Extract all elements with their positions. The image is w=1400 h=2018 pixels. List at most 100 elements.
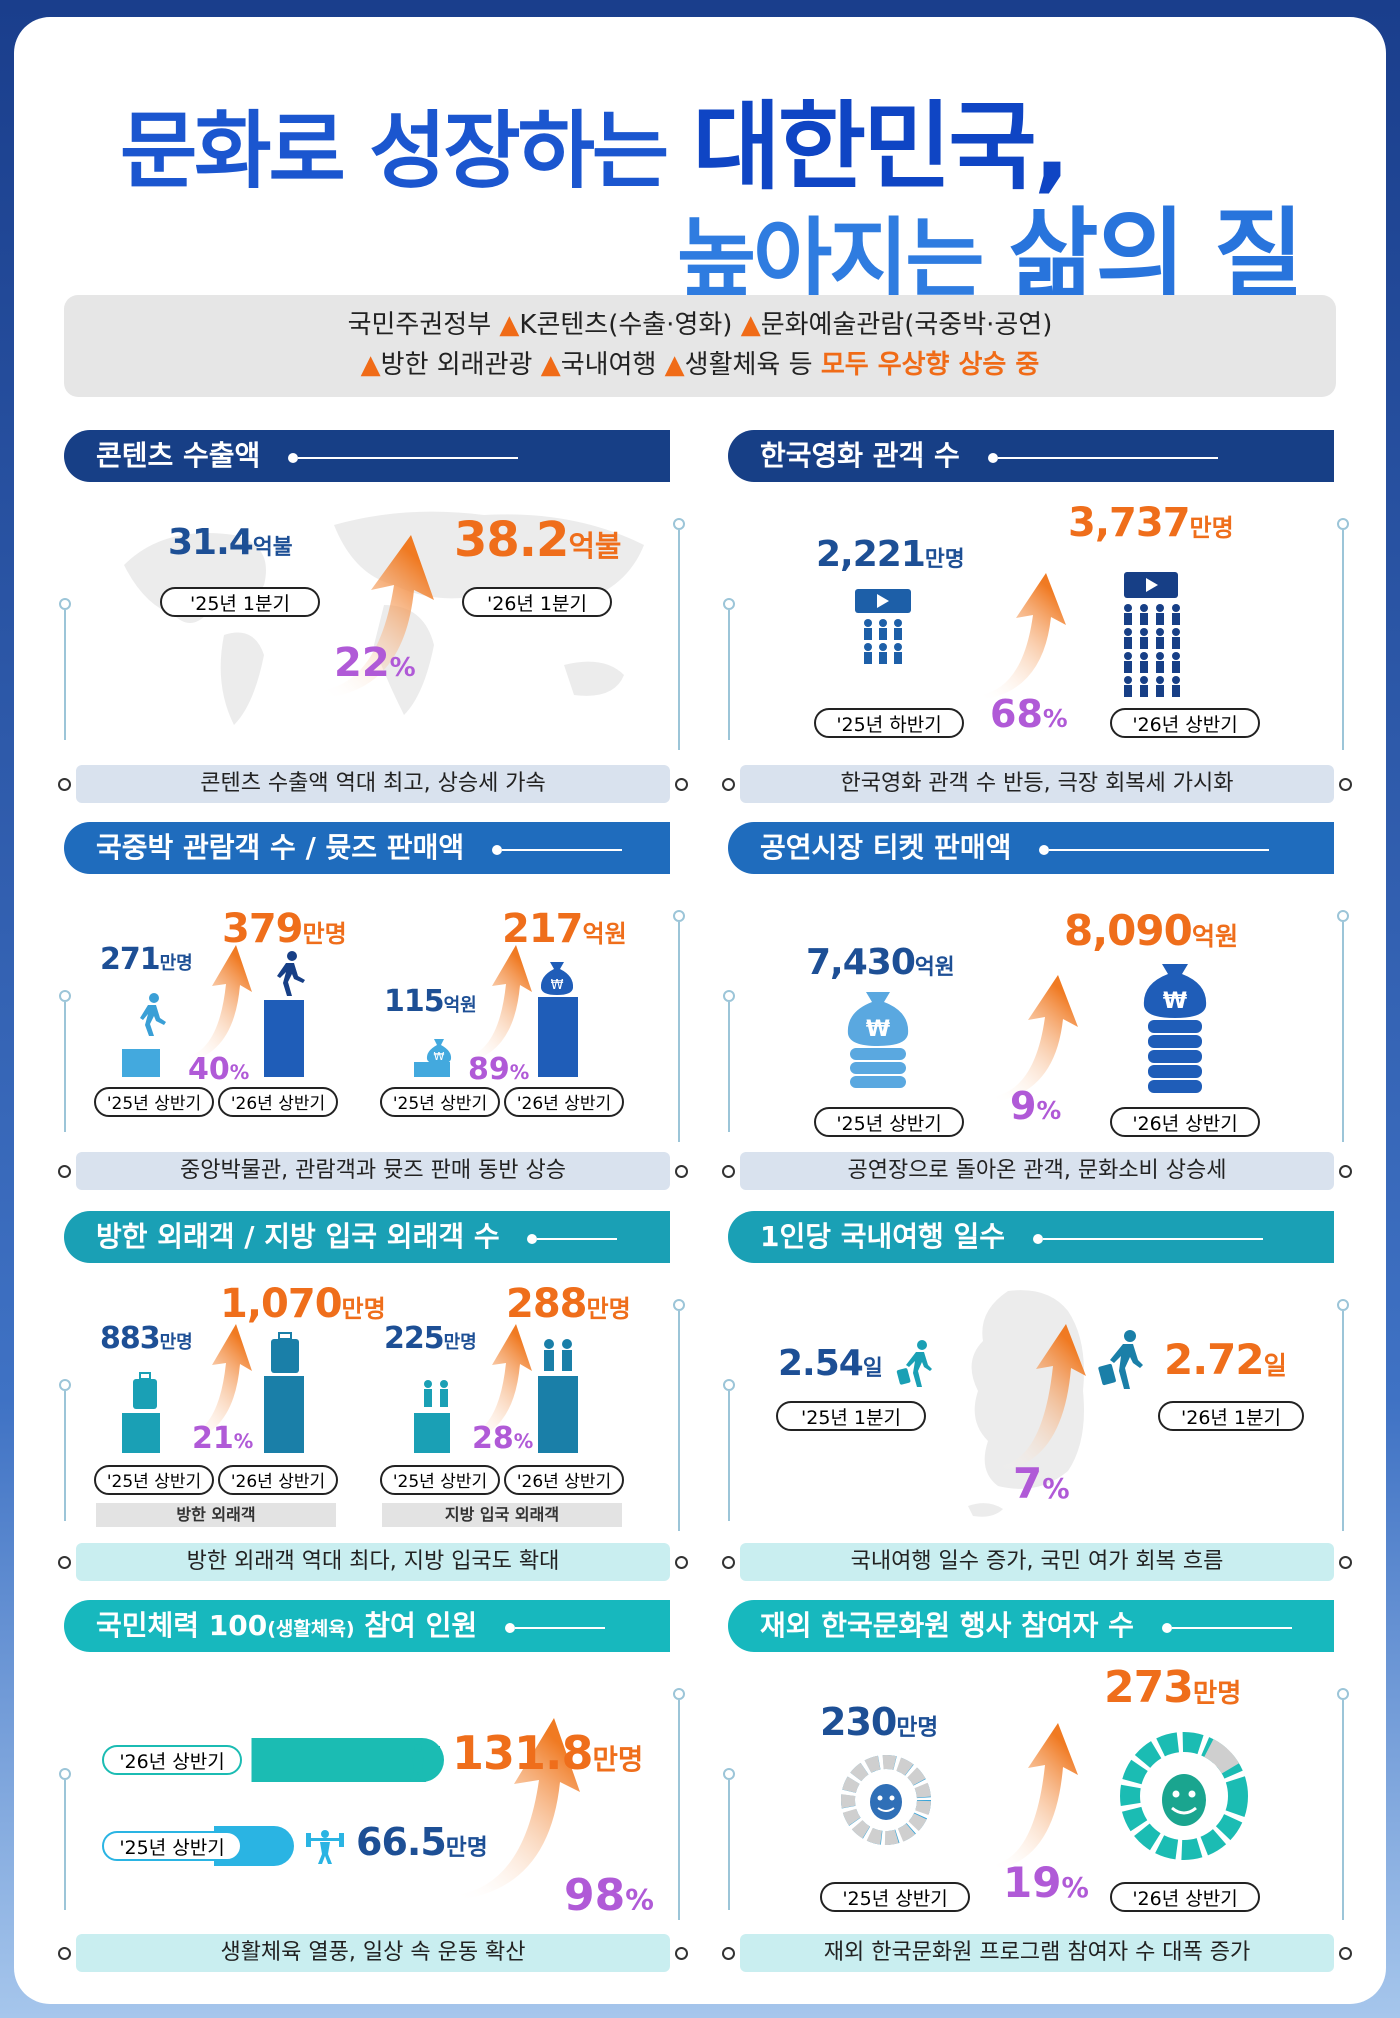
frame-line (1337, 910, 1349, 1142)
pct-number: 9 (1010, 1084, 1037, 1128)
period-label: '26년 1분기 (462, 587, 612, 617)
up-arrow-icon (466, 945, 532, 1062)
visitors-before: 883만명 (100, 1321, 193, 1356)
value-unit: 만명 (341, 1295, 386, 1323)
travel-before-value: 2.54일 (778, 1343, 883, 1384)
period-label: '26년 상반기 (504, 1465, 624, 1495)
value-number: 2,221 (816, 534, 926, 575)
ticket-growth-pct: 9% (1010, 1084, 1061, 1128)
walker-small-icon (134, 992, 168, 1036)
period-label: '26년 상반기 (218, 1465, 338, 1495)
value-number: 7,430 (806, 942, 916, 983)
mask-ring-large-icon (1120, 1732, 1248, 1860)
panel-title: 참여 인원 (354, 1609, 478, 1642)
panel-footer: 콘텐츠 수출액 역대 최고, 상승세 가속 (58, 765, 688, 803)
up-arrow-icon (324, 535, 434, 698)
regional-before: 225만명 (384, 1321, 477, 1356)
period-label: '26년 상반기 (504, 1087, 624, 1117)
period-label: '25년 상반기 (380, 1087, 500, 1117)
period-label: '25년 1분기 (776, 1401, 926, 1431)
museum-goods-pct: 89% (468, 1052, 529, 1087)
value-unit: 만명 (1192, 1678, 1242, 1709)
frame-line (59, 990, 71, 1132)
pct-unit: % (1061, 1873, 1089, 1904)
panel-title: 재외 한국문화원 행사 참여자 수 (760, 1609, 1134, 1642)
up-arrow-icon (186, 945, 252, 1062)
panel-header: 공연시장 티켓 판매액 (728, 822, 1334, 874)
value-number: 38.2 (454, 512, 569, 568)
money-bag-large-icon: ₩ (540, 962, 574, 995)
period-label: '25년 상반기 (94, 1087, 214, 1117)
value-unit: 만명 (443, 1332, 477, 1353)
value-number: 31.4 (168, 522, 254, 563)
pct-unit: % (509, 1061, 530, 1084)
museum-goods-before: 115억원 (384, 984, 477, 1019)
value-unit: 만명 (592, 1743, 644, 1776)
visitors-after: 1,070만명 (220, 1281, 386, 1327)
infographic-card: 문화로 성장하는 대한민국, 높아지는 삶의 질 국민주권정부 ▲K콘텐츠(수출… (14, 17, 1386, 2004)
value-number: 230 (820, 1700, 897, 1744)
bar-before (122, 1049, 160, 1077)
value-unit: 만명 (159, 1332, 193, 1353)
frame-line (1337, 1299, 1349, 1531)
people-large-icon (544, 1339, 572, 1371)
pct-number: 19 (1003, 1858, 1062, 1907)
summary-highlight: 모두 우상향 상승 중 (820, 350, 1040, 380)
value-number: 225 (384, 1321, 445, 1356)
period-label: '25년 1분기 (160, 587, 320, 617)
luggage-small-icon (133, 1372, 157, 1409)
period-label: '26년 상반기 (218, 1087, 338, 1117)
summary-line2: ▲방한 외래관광 ▲국내여행 ▲생활체육 등 모두 우상향 상승 중 (64, 345, 1336, 385)
regional-pct: 28% (472, 1421, 533, 1456)
panel-title-sub: (생활체육) (267, 1618, 355, 1640)
frame-line (723, 1379, 735, 1521)
panel-title: 한국영화 관객 수 (760, 439, 960, 472)
panel-footer: 공연장으로 돌아온 관객, 문화소비 상승세 (722, 1152, 1352, 1190)
bar-after (264, 1000, 304, 1077)
header-dot-line (504, 1601, 605, 1653)
museum-visitors-after: 379만명 (222, 906, 347, 952)
pct-number: 40 (188, 1052, 230, 1087)
panel-footer: 한국영화 관객 수 반등, 극장 회복세 가시화 (722, 765, 1352, 803)
value-unit: 만명 (924, 547, 965, 572)
frame-line (723, 1768, 735, 1910)
bar-before (122, 1413, 160, 1453)
period-label: '25년 상반기 (102, 1831, 242, 1861)
pct-unit: % (233, 1430, 254, 1453)
period-label: '25년 상반기 (820, 1882, 970, 1912)
export-growth-pct: 22% (334, 640, 416, 686)
value-unit: 억원 (914, 955, 955, 980)
pct-number: 22 (334, 640, 390, 686)
period-label: '26년 상반기 (1110, 708, 1260, 738)
panel-culture-center: 재외 한국문화원 행사 참여자 수 230만명 '25년 상반기 19% 273… (722, 1600, 1364, 1972)
panel-footer: 중앙박물관, 관람객과 뮷즈 판매 동반 상승 (58, 1152, 688, 1190)
header-dot-line (987, 431, 1218, 483)
group-caption: 방한 외래객 (96, 1503, 336, 1527)
sports-growth-pct: 98% (564, 1870, 654, 1921)
value-unit: 만명 (159, 953, 193, 974)
panel-museum: 국중박 관람객 수 / 뮷즈 판매액 271만명 40% 379만명 '25년 … (58, 822, 700, 1190)
value-number: 115 (384, 984, 445, 1019)
value-unit: 만명 (302, 920, 347, 948)
main-title-line2: 높아지는 삶의 질 (677, 175, 1304, 317)
frame-line (673, 518, 685, 750)
culture-before-value: 230만명 (820, 1700, 938, 1744)
sports-after-value: 131.8만명 (452, 1726, 643, 1780)
ticket-after-value: 8,090억원 (1064, 906, 1238, 955)
visitors-pct: 21% (192, 1421, 253, 1456)
export-before-value: 31.4억불 (168, 522, 293, 563)
title-part: 문화로 성장하는 (120, 102, 693, 200)
value-number: 131.8 (452, 1726, 594, 1780)
value-unit: 만명 (445, 1835, 488, 1861)
frame-line (723, 990, 735, 1132)
panel-ticket-sales: 공연시장 티켓 판매액 7,430억원 ₩ '25년 상반기 9% 8,090억… (722, 822, 1364, 1190)
pct-unit: % (1042, 1474, 1070, 1505)
bar-before (414, 1062, 450, 1077)
value-number: 8,090 (1064, 906, 1193, 955)
up-arrow-icon (1000, 1324, 1086, 1471)
pct-number: 28 (472, 1421, 514, 1456)
pct-unit: % (625, 1883, 654, 1917)
panel-title: 콘텐츠 수출액 (96, 439, 261, 472)
period-label: '26년 상반기 (102, 1745, 242, 1775)
movie-audience-large-icon (1124, 572, 1180, 697)
